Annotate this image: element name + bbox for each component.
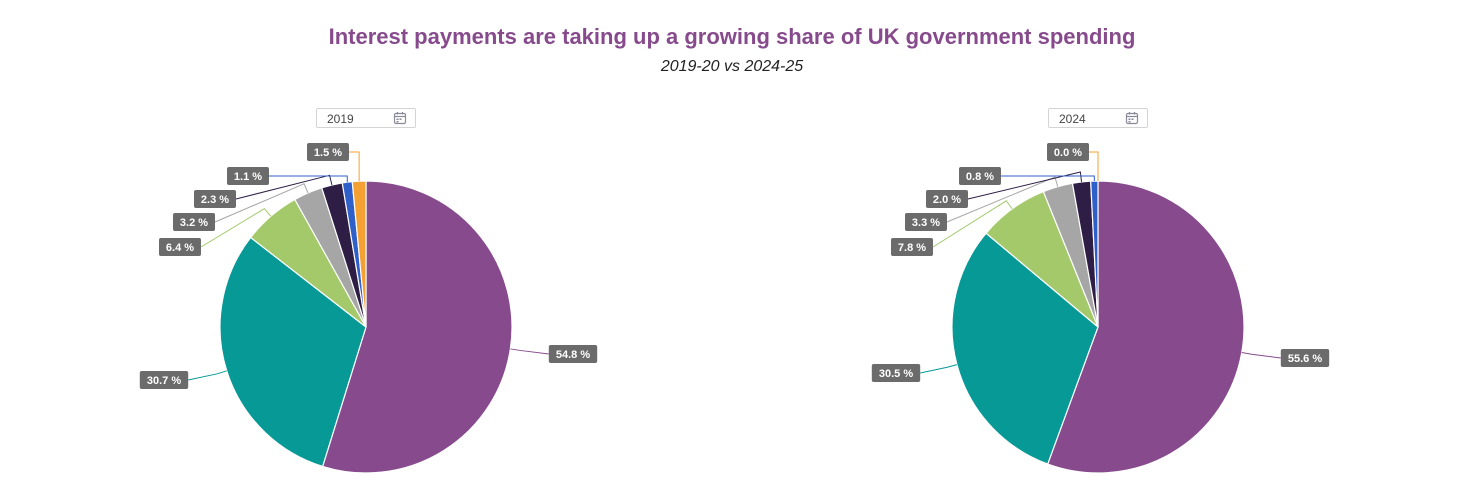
label-connector [200, 208, 272, 248]
data-label-box [139, 371, 189, 389]
data-label-box [871, 364, 921, 382]
data-label-box [926, 190, 968, 208]
label-connector [1089, 151, 1099, 181]
label-connector [214, 183, 309, 223]
data-label: 0.0 % [1054, 147, 1082, 159]
label-connector [510, 348, 549, 355]
data-label: 54.8 % [556, 349, 590, 361]
data-label: 2.3 % [201, 194, 229, 206]
label-connector [967, 171, 1083, 200]
label-connector [920, 364, 958, 374]
year-selector-left[interactable]: 2019 [316, 108, 416, 128]
data-label: 7.8 % [898, 242, 926, 254]
year-selector-value: 2019 [327, 112, 354, 126]
chart-title: Interest payments are taking up a growin… [328, 24, 1136, 49]
chart-subtitle: 2019-20 vs 2024-25 [660, 58, 804, 75]
data-label: 0.8 % [966, 171, 994, 183]
label-connector [1241, 352, 1281, 359]
calendar-icon [393, 112, 407, 125]
data-label-box [159, 238, 201, 256]
data-label-box [891, 238, 933, 256]
label-connector [235, 174, 333, 200]
data-label: 6.4 % [166, 242, 194, 254]
label-connector [349, 151, 360, 182]
label-connector [1001, 175, 1095, 182]
pie-chart-2024: 55.6 % 30.5 % 7.8 % 3.3 % 2.0 % 0.8 % 0.0 % [871, 143, 1330, 474]
data-label-box [173, 213, 215, 231]
data-label-box [959, 167, 1001, 185]
data-label-box [227, 167, 269, 185]
data-label-box [1280, 349, 1330, 367]
pie-slice[interactable] [1046, 180, 1245, 474]
label-connector [269, 175, 348, 183]
data-label: 1.5 % [314, 147, 342, 159]
data-label-box [194, 190, 236, 208]
label-connector [932, 200, 1013, 248]
data-label: 3.2 % [180, 217, 208, 229]
pie-slice[interactable] [219, 236, 367, 468]
year-selector-value: 2024 [1059, 112, 1086, 126]
data-label-box [548, 345, 598, 363]
data-label-box [1047, 143, 1089, 161]
year-selector-right[interactable]: 2024 [1048, 108, 1148, 128]
data-label: 30.7 % [147, 375, 181, 387]
data-label: 1.1 % [234, 171, 262, 183]
pie-slice[interactable] [351, 180, 367, 328]
label-connector [946, 176, 1059, 223]
data-label: 3.3 % [912, 217, 940, 229]
data-label: 30.5 % [879, 368, 913, 380]
calendar-icon [1125, 112, 1139, 125]
data-label: 55.6 % [1288, 353, 1322, 365]
label-connector [188, 370, 227, 381]
data-label: 2.0 % [933, 194, 961, 206]
data-label-box [307, 143, 349, 161]
pie-chart-2019: 54.8 % 30.7 % 6.4 % 3.2 % 2.3 % 1.1 % 1.5 % [139, 143, 598, 474]
data-label-box [905, 213, 947, 231]
